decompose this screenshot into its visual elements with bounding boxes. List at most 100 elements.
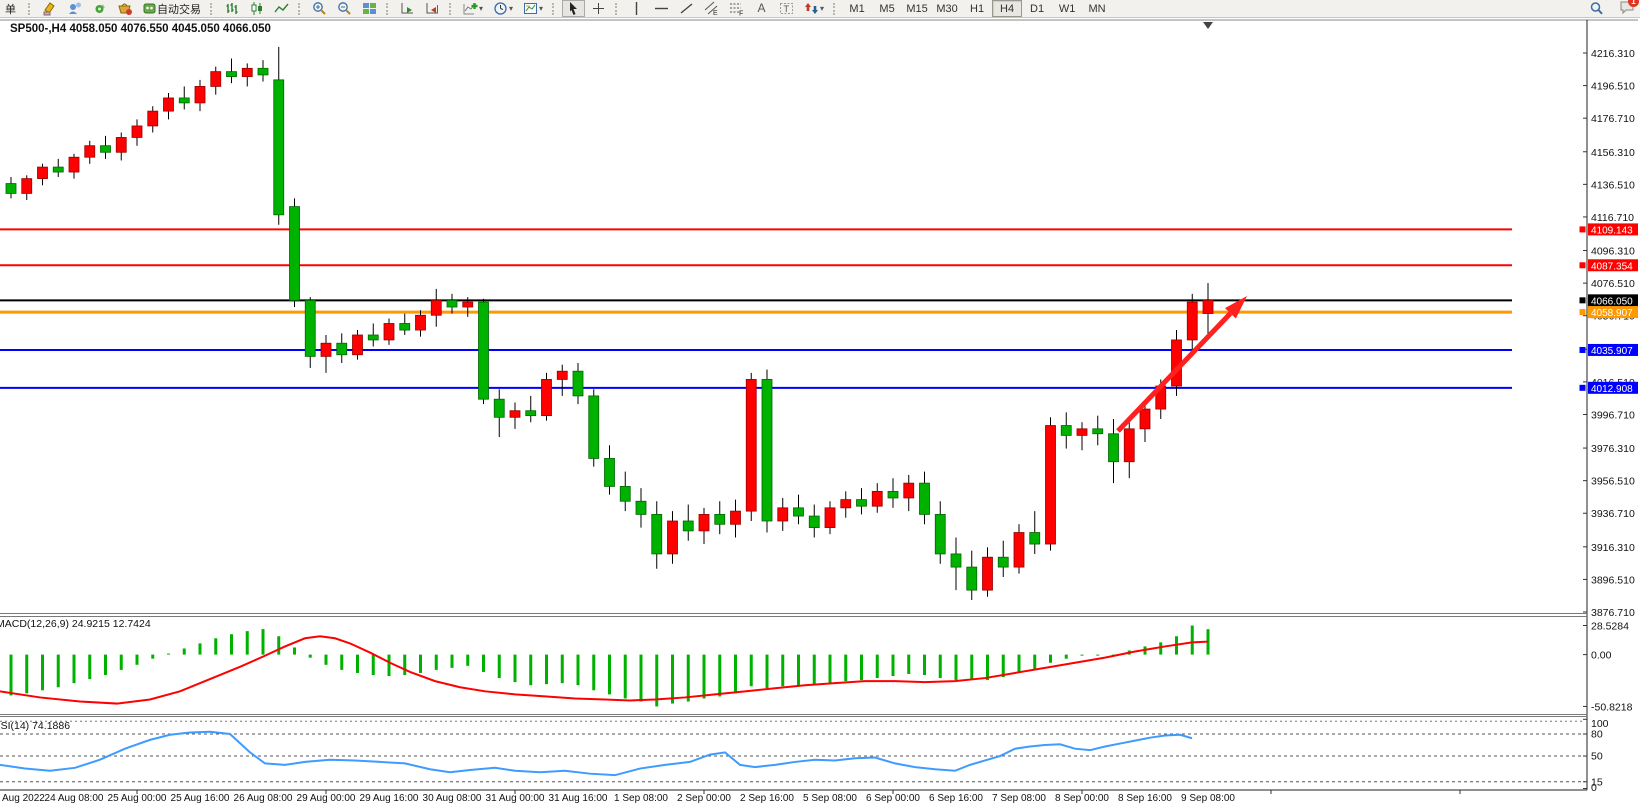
date-label: Aug 2022 xyxy=(2,793,45,804)
cursor-button[interactable] xyxy=(562,0,586,17)
tf-button-H1[interactable]: H1 xyxy=(970,2,985,15)
candle xyxy=(541,379,552,417)
tf-button-M1[interactable]: M1 xyxy=(849,2,865,15)
tf-button-H4[interactable]: H4 xyxy=(992,0,1023,17)
add-indicator-button[interactable]: ▾ xyxy=(459,0,487,17)
trend-arrow-line[interactable] xyxy=(1116,311,1233,433)
tf-button-MN[interactable]: MN xyxy=(1088,2,1106,15)
toolbar-grip xyxy=(210,2,216,15)
candle xyxy=(635,500,647,515)
vertical-line-button[interactable] xyxy=(625,0,648,17)
fibonacci-icon: F xyxy=(729,1,744,18)
macd-bar xyxy=(340,654,344,670)
candle xyxy=(163,97,174,112)
new-order-label: 单 xyxy=(5,3,16,16)
candle xyxy=(934,514,946,555)
candle xyxy=(100,145,111,153)
chevron-down-icon: ▾ xyxy=(539,4,544,13)
macd-bar xyxy=(1096,654,1100,656)
macd-bar xyxy=(860,654,863,681)
tf-button-M5[interactable]: M5 xyxy=(879,2,895,15)
tf-button-M30[interactable]: M30 xyxy=(936,2,958,15)
price-tick-label: 3956.510 xyxy=(1591,476,1635,488)
crosshair-button[interactable] xyxy=(587,0,610,17)
macd-bar xyxy=(1190,625,1194,655)
main-toolbar: 单 自动交易 ▾ ▾ ▾ xyxy=(0,0,1640,18)
text-label-button[interactable]: T xyxy=(775,0,798,17)
date-label: 8 Sep 00:00 xyxy=(1055,793,1109,804)
candle xyxy=(698,514,710,532)
candle xyxy=(1060,425,1072,436)
chart-shift-marker[interactable] xyxy=(1203,22,1213,29)
macd-bar xyxy=(261,629,265,655)
macd-bar xyxy=(513,654,517,683)
macd-bar xyxy=(1049,654,1052,663)
macd-bar xyxy=(245,631,249,655)
candlestick-chart-button[interactable] xyxy=(245,0,268,17)
trend-arrow-head[interactable] xyxy=(1224,296,1247,319)
macd-bar xyxy=(954,654,958,681)
mql5-community-button[interactable] xyxy=(63,0,86,17)
style-button[interactable] xyxy=(38,0,61,17)
horizontal-line-button[interactable] xyxy=(650,0,673,17)
bar-chart-button[interactable] xyxy=(220,0,243,17)
macd-bar xyxy=(72,654,76,684)
tf-button-D1[interactable]: D1 xyxy=(1030,2,1045,15)
macd-bar xyxy=(592,654,596,691)
date-label: 2 Sep 00:00 xyxy=(677,793,731,804)
search-icon xyxy=(1589,1,1604,16)
date-label: 6 Sep 00:00 xyxy=(866,793,920,804)
candle xyxy=(415,314,426,331)
search-button[interactable] xyxy=(1585,0,1608,17)
line-chart-button[interactable] xyxy=(270,0,293,17)
horizontal-line-icon xyxy=(654,1,669,16)
macd-bar xyxy=(293,647,296,655)
macd-bar xyxy=(198,643,202,655)
trendline-button[interactable] xyxy=(675,0,698,17)
market-button[interactable] xyxy=(113,0,136,17)
line-label-box xyxy=(1588,223,1638,236)
equidistant-channel-icon: E xyxy=(704,1,719,17)
line-label-marker xyxy=(1579,226,1586,233)
candle xyxy=(462,301,474,308)
auto-scroll-button[interactable] xyxy=(396,0,419,17)
signals-icon xyxy=(92,1,107,16)
date-label: 25 Aug 00:00 xyxy=(108,793,167,804)
bar-chart-icon xyxy=(224,1,239,16)
price-tick-label: 4156.310 xyxy=(1591,147,1635,159)
line-chart-icon xyxy=(274,1,289,16)
chart-shift-button[interactable] xyxy=(421,0,444,17)
text-button[interactable]: A xyxy=(750,0,773,17)
autotrading-button[interactable]: 自动交易 xyxy=(138,0,205,17)
candle xyxy=(1045,425,1056,545)
macd-bar xyxy=(1159,642,1163,655)
tf-button-M15[interactable]: M15 xyxy=(906,2,928,15)
zoom-in-button[interactable] xyxy=(308,0,331,17)
price-tick-label: 3976.310 xyxy=(1591,443,1635,455)
macd-bar xyxy=(387,654,391,677)
macd-bar xyxy=(434,654,438,670)
periods-button[interactable]: ▾ xyxy=(489,0,517,17)
candle xyxy=(509,410,521,418)
candle xyxy=(178,97,190,104)
fibonacci-button[interactable]: F xyxy=(725,0,748,18)
timeframe-group: M1 M5 M15 M30 H1 H4 D1 W1 MN xyxy=(842,0,1112,17)
tile-windows-button[interactable] xyxy=(358,0,381,17)
chat-button[interactable]: 1 xyxy=(1619,0,1639,18)
macd-bar xyxy=(938,654,942,679)
candle xyxy=(352,334,363,356)
tf-button-W1[interactable]: W1 xyxy=(1058,2,1076,15)
price-tick-label: 4076.510 xyxy=(1591,278,1635,290)
toolbar-grip xyxy=(386,2,392,15)
candle xyxy=(950,553,962,568)
line-label-box xyxy=(1588,306,1638,319)
arrow-objects-button[interactable]: ▾ xyxy=(800,0,828,17)
macd-bar xyxy=(214,638,218,655)
equidistant-channel-button[interactable]: E xyxy=(700,0,723,17)
new-order-button[interactable]: 单 xyxy=(1,0,23,17)
templates-button[interactable]: ▾ xyxy=(519,0,547,17)
zoom-out-button[interactable] xyxy=(333,0,356,17)
signals-button[interactable] xyxy=(88,0,111,17)
